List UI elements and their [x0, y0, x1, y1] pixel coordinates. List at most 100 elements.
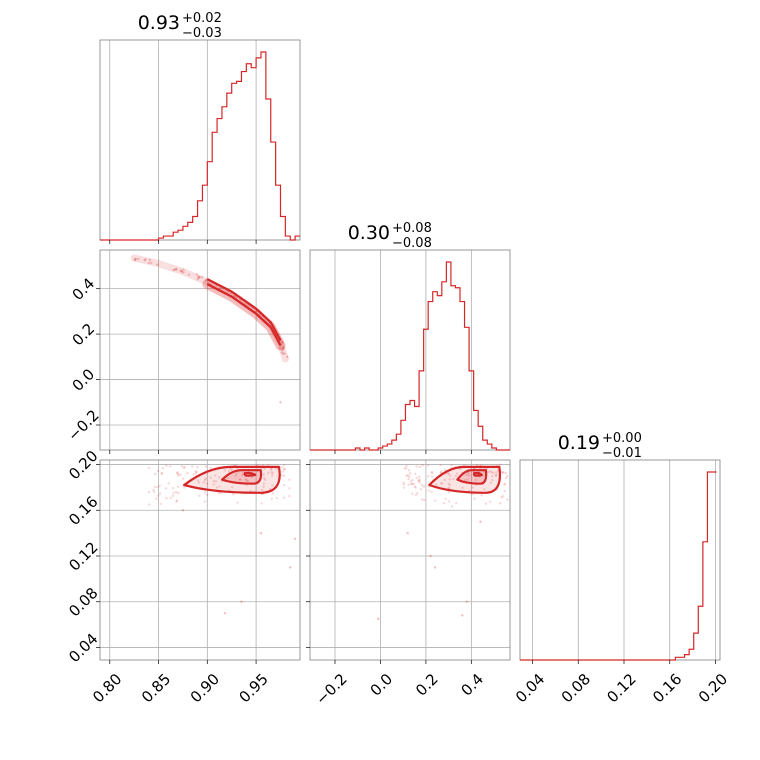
- scatter-point: [447, 486, 450, 490]
- contour-fill: [184, 466, 280, 493]
- scatter-point: [240, 600, 243, 603]
- scatter-point: [502, 471, 505, 474]
- y-tick-label: 0.04: [65, 630, 101, 666]
- contour-fill: [429, 466, 500, 493]
- panel-frame: [309, 249, 511, 451]
- scatter-point: [165, 464, 168, 467]
- scatter-point: [275, 496, 279, 500]
- scatter-point: [267, 463, 270, 467]
- scatter-point: [466, 478, 469, 481]
- scatter-point: [280, 474, 283, 477]
- scatter-point: [448, 478, 452, 481]
- scatter-point: [430, 490, 433, 493]
- histogram-step-p2: [520, 471, 717, 661]
- scatter-point: [235, 472, 238, 475]
- scatter-point: [404, 466, 408, 470]
- scatter-point: [288, 494, 291, 498]
- scatter-point: [447, 482, 451, 486]
- scatter-point: [161, 466, 165, 470]
- scatter-point: [281, 349, 284, 352]
- histogram-step-p0: [100, 51, 300, 241]
- scatter-point: [281, 347, 284, 350]
- scatter-point: [169, 465, 172, 468]
- scatter-point: [172, 268, 175, 272]
- scatter-point: [461, 486, 464, 489]
- scatter-point: [223, 611, 227, 615]
- scatter-point: [289, 566, 292, 569]
- scatter-point: [187, 273, 191, 276]
- density-band-outer: [130, 254, 289, 363]
- scatter-point: [241, 473, 244, 477]
- scatter-point: [239, 478, 242, 481]
- scatter-point: [182, 271, 185, 274]
- scatter-point: [215, 486, 219, 489]
- scatter-point: [420, 498, 424, 501]
- scatter-point: [159, 502, 162, 505]
- scatter-point: [229, 467, 232, 471]
- scatter-point: [183, 486, 186, 489]
- scatter-point: [202, 481, 206, 484]
- scatter-point: [174, 490, 178, 494]
- scatter-point: [467, 474, 471, 477]
- scatter-point: [270, 467, 273, 471]
- title-plus: +0.02: [182, 11, 222, 26]
- scatter-point: [196, 278, 199, 281]
- scatter-point: [293, 537, 297, 541]
- scatter-point: [173, 268, 176, 271]
- x-tick-label: 0.0: [367, 670, 397, 700]
- scatter-point: [439, 463, 442, 467]
- scatter-point: [217, 476, 221, 479]
- scatter-point: [196, 465, 199, 469]
- scatter-point: [482, 471, 485, 474]
- scatter-point: [176, 471, 179, 474]
- pair-panel-p0-p1: −0.2 0.0 0.2 0.4: [64, 249, 301, 454]
- scatter-point: [241, 472, 245, 475]
- scatter-point: [434, 499, 437, 502]
- scatter-point: [147, 491, 151, 494]
- scatter-point: [158, 484, 161, 487]
- density-band-mid: [202, 279, 286, 351]
- scatter-point: [218, 485, 221, 488]
- scatter-point: [403, 467, 406, 470]
- scatter-point: [490, 470, 493, 474]
- scatter-point: [417, 479, 420, 483]
- scatter-point: [143, 259, 146, 262]
- scatter-point: [214, 480, 218, 483]
- scatter-point: [226, 476, 229, 480]
- scatter-point: [249, 489, 252, 493]
- scatter-point: [501, 495, 505, 498]
- scatter-point: [218, 287, 222, 290]
- scatter-point: [183, 466, 186, 469]
- scatter-point: [203, 491, 207, 494]
- scatter-point: [177, 491, 180, 495]
- scatter-point: [212, 479, 216, 483]
- scatter-point: [198, 494, 201, 497]
- y-tick-label: 0.4: [69, 274, 99, 304]
- scatter-point: [244, 478, 248, 481]
- scatter-point: [450, 505, 454, 508]
- scatter-point: [415, 476, 418, 480]
- scatter-point: [447, 472, 450, 475]
- scatter-point: [195, 470, 198, 474]
- scatter-point: [153, 485, 157, 489]
- scatter-point: [274, 467, 278, 470]
- scatter-point: [280, 351, 284, 354]
- scatter-point: [262, 473, 265, 476]
- scatter-point: [475, 463, 479, 467]
- scatter-point: [156, 263, 159, 266]
- scatter-point: [420, 483, 424, 487]
- scatter-point: [197, 275, 200, 279]
- scatter-point: [203, 500, 207, 503]
- scatter-point: [461, 614, 464, 617]
- histogram-panel-p2: 0.04 0.08 0.12 0.16 0.20 0.19 +0.00−0.01: [512, 431, 731, 706]
- scatter-point: [430, 471, 434, 474]
- scatter-point: [423, 498, 426, 502]
- x-tick-label: 0.04: [512, 670, 548, 706]
- scatter-point: [261, 488, 264, 492]
- scatter-point: [418, 481, 422, 484]
- scatter-point: [407, 469, 411, 472]
- scatter-point: [410, 482, 413, 486]
- scatter-point: [416, 491, 419, 495]
- scatter-point: [414, 486, 417, 489]
- scatter-point: [444, 497, 447, 501]
